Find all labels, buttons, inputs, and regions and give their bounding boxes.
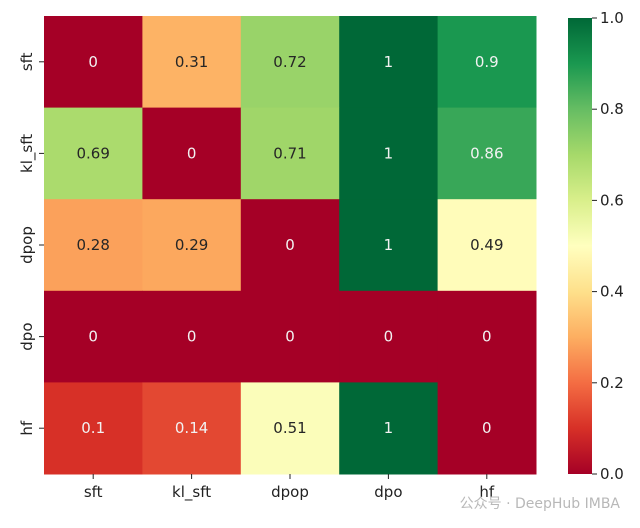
heatmap-cell-kl_sft-dpop: [240, 107, 340, 200]
heatmap-cell-sft-dpop: [240, 16, 340, 109]
cell-value-label: 0.1: [81, 419, 105, 437]
heatmap-cell-hf-hf: [437, 382, 537, 475]
heatmap-cell-kl_sft-dpo: [339, 107, 439, 200]
y-tick-label-dpo: dpo: [18, 322, 36, 350]
cell-value-label: 0.51: [273, 419, 306, 437]
cell-value-label: 0: [187, 328, 197, 346]
heatmap-cell-dpop-dpo: [339, 199, 439, 292]
y-tick-label-sft: sft: [18, 52, 36, 71]
cell-value-label: 1: [384, 236, 394, 254]
colorbar-tick-label: 0.6: [600, 191, 624, 209]
heatmap-cell-kl_sft-sft: [44, 107, 143, 200]
cell-value-label: 1: [384, 53, 394, 71]
cell-value-label: 0.28: [76, 236, 109, 254]
cell-value-label: 1: [384, 419, 394, 437]
cell-value-label: 0: [88, 53, 98, 71]
cell-value-label: 0.72: [273, 53, 306, 71]
cell-value-label: 0: [384, 328, 394, 346]
heatmap-cell-sft-dpo: [339, 16, 439, 109]
x-tick-label-sft: sft: [84, 483, 103, 501]
y-tick-label-kl_sft: kl_sft: [18, 134, 37, 173]
heatmap-cell-dpop-sft: [44, 199, 143, 292]
x-tick-label-kl_sft: kl_sft: [172, 483, 211, 502]
x-tick-label-hf: hf: [479, 483, 495, 501]
heatmap-cell-dpop-kl_sft: [142, 199, 242, 292]
cell-value-label: 0: [482, 328, 492, 346]
x-tick-label-dpop: dpop: [271, 483, 309, 501]
colorbar-tick-label: 0.8: [600, 100, 624, 118]
heatmap-cell-dpop-dpop: [240, 199, 340, 292]
cell-value-label: 0.49: [470, 236, 503, 254]
heatmap-cell-hf-sft: [44, 382, 143, 475]
heatmap-cell-sft-kl_sft: [142, 16, 242, 109]
heatmap-cells: [44, 16, 537, 475]
heatmap-cell-hf-dpo: [339, 382, 439, 475]
x-axis-ticks: sft kl_sft dpop dpo hf: [84, 474, 495, 502]
colorbar-ticks: 0.0 0.2 0.4 0.6 0.8 1.0: [592, 9, 624, 483]
cell-value-label: 0: [285, 328, 295, 346]
colorbar-tick-label: 1.0: [600, 9, 624, 27]
heatmap-cell-kl_sft-kl_sft: [142, 107, 242, 200]
cell-value-label: 0: [88, 328, 98, 346]
cell-value-label: 1: [384, 144, 394, 162]
y-tick-label-hf: hf: [18, 420, 36, 436]
colorbar-tick-label: 0.2: [600, 374, 624, 392]
cell-value-label: 0.86: [470, 144, 503, 162]
heatmap-cell-dpo-kl_sft: [142, 290, 242, 383]
watermark-text: 公众号 · DeepHub IMBA: [460, 496, 621, 512]
heatmap-cell-dpo-hf: [437, 290, 537, 383]
cell-value-label: 0.69: [76, 144, 109, 162]
cell-value-label: 0: [482, 419, 492, 437]
heatmap-cell-sft-sft: [44, 16, 143, 109]
colorbar-tick-label: 0.4: [600, 283, 624, 301]
cell-value-label: 0.9: [475, 53, 499, 71]
heatmap-cell-dpo-dpo: [339, 290, 439, 383]
heatmap-cell-sft-hf: [437, 16, 537, 109]
heatmap-cell-hf-kl_sft: [142, 382, 242, 475]
heatmap-cell-dpop-hf: [437, 199, 537, 292]
heatmap-cell-hf-dpop: [240, 382, 340, 475]
heatmap-cell-labels: 0 0.31 0.72 1 0.9 0.69 0 0.71 1 0.86 0.28 0.29 0 1 0.4…: [76, 53, 503, 437]
cell-value-label: 0.71: [273, 144, 306, 162]
x-tick-label-dpo: dpo: [374, 483, 402, 501]
heatmap-cell-dpo-sft: [44, 290, 143, 383]
cell-value-label: 0.31: [175, 53, 208, 71]
cell-value-label: 0.14: [175, 419, 208, 437]
cell-value-label: 0: [187, 144, 197, 162]
colorbar: [568, 18, 592, 474]
cell-value-label: 0: [285, 236, 295, 254]
colorbar-gradient: [568, 18, 592, 474]
colorbar-tick-label: 0.0: [600, 465, 624, 483]
cell-value-label: 0.29: [175, 236, 208, 254]
heatmap-cell-dpo-dpop: [240, 290, 340, 383]
y-tick-label-dpop: dpop: [18, 226, 36, 264]
heatmap-cell-kl_sft-hf: [437, 107, 537, 200]
